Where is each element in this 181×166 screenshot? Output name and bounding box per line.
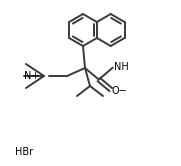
Text: NH: NH bbox=[114, 62, 129, 72]
Text: O−: O− bbox=[112, 85, 128, 96]
Text: HBr: HBr bbox=[15, 147, 33, 157]
Text: N+: N+ bbox=[24, 71, 39, 81]
